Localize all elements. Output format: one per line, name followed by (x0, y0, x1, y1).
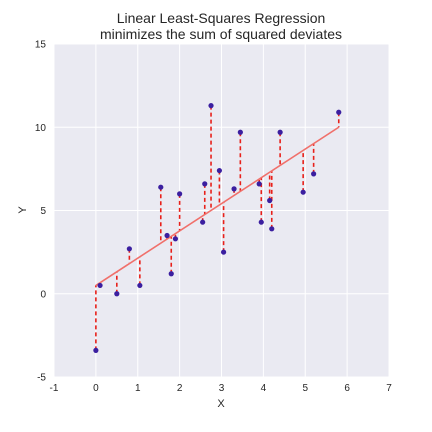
x-tick-label: 7 (386, 383, 392, 394)
y-tick-label: 15 (35, 40, 47, 51)
data-point (200, 219, 206, 225)
data-point (208, 103, 214, 109)
data-point (277, 129, 283, 135)
data-point (202, 181, 208, 187)
x-tick-label: 5 (302, 383, 308, 394)
grid-lines (53, 43, 390, 378)
x-axis-label: X (217, 398, 225, 410)
chart-subtitle: minimizes the sum of squared deviates (100, 26, 342, 42)
x-tick-label: 0 (93, 383, 99, 394)
y-tick-label: 10 (35, 123, 47, 134)
x-tick-labels: -1 0 1 2 3 4 5 6 7 (50, 383, 393, 394)
data-point (164, 232, 170, 239)
x-tick-label: 6 (344, 383, 350, 394)
data-point (231, 186, 237, 192)
data-point (256, 181, 262, 187)
data-point (220, 249, 227, 255)
data-points (93, 103, 342, 353)
y-axis-label: Y (17, 206, 29, 214)
data-point (311, 171, 317, 177)
data-point (237, 129, 243, 135)
data-point (216, 167, 223, 174)
data-point (300, 189, 306, 195)
y-tick-labels: -5 0 5 10 15 (35, 40, 47, 384)
data-point (114, 291, 120, 297)
x-tick-label: 4 (261, 383, 267, 394)
data-point (172, 236, 179, 242)
x-tick-label: 3 (219, 383, 225, 394)
data-point (93, 347, 99, 353)
data-point (258, 219, 264, 225)
chart-title: Linear Least-Squares Regression (117, 10, 326, 26)
data-point (269, 226, 275, 232)
x-tick-label: 1 (135, 383, 141, 394)
y-tick-label: -5 (37, 373, 46, 384)
data-point (177, 191, 183, 197)
x-tick-label: -1 (50, 383, 59, 394)
data-point (336, 109, 342, 115)
data-point (158, 184, 164, 190)
x-tick-label: 2 (177, 383, 183, 394)
y-tick-label: 0 (40, 289, 46, 300)
y-tick-label: 5 (40, 206, 46, 217)
residual-lines (95, 105, 340, 351)
data-point (168, 271, 174, 277)
regression-line (95, 126, 340, 287)
data-point (137, 282, 143, 289)
data-point (126, 246, 132, 252)
data-point (267, 197, 273, 204)
data-point (97, 282, 103, 289)
